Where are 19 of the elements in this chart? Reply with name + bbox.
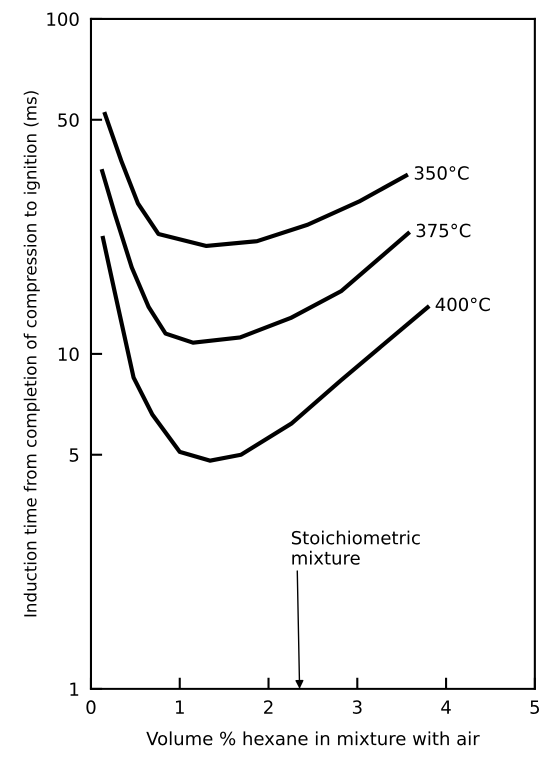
annotation: Stoichiometric mixture: [292, 530, 420, 565]
y-tick-label: 10: [58, 347, 79, 362]
y-tick-label: 5: [70, 448, 78, 462]
x-tick-label: 0: [86, 700, 96, 714]
x-tick-label: 5: [530, 700, 540, 714]
x-axis-title: Volume % hexane in mixture with air: [146, 731, 480, 746]
line-series: [100, 167, 412, 345]
x-tick-label: 4: [441, 700, 451, 714]
annotation: 350°C: [414, 166, 469, 180]
y-tick-label: 50: [58, 113, 79, 127]
y-axis-title: Induction time from completion of compression to ignition (ms): [24, 91, 40, 616]
x-tick-label: 1: [176, 700, 184, 714]
line-series: [102, 110, 410, 248]
y-tick-label: 100: [47, 12, 79, 26]
annotation: 400°C: [436, 298, 490, 312]
annotation: 375°C: [416, 224, 470, 238]
x-tick-label: 2: [264, 700, 272, 714]
y-tick-label: 1: [70, 682, 78, 696]
x-tick-label: 3: [352, 700, 362, 714]
